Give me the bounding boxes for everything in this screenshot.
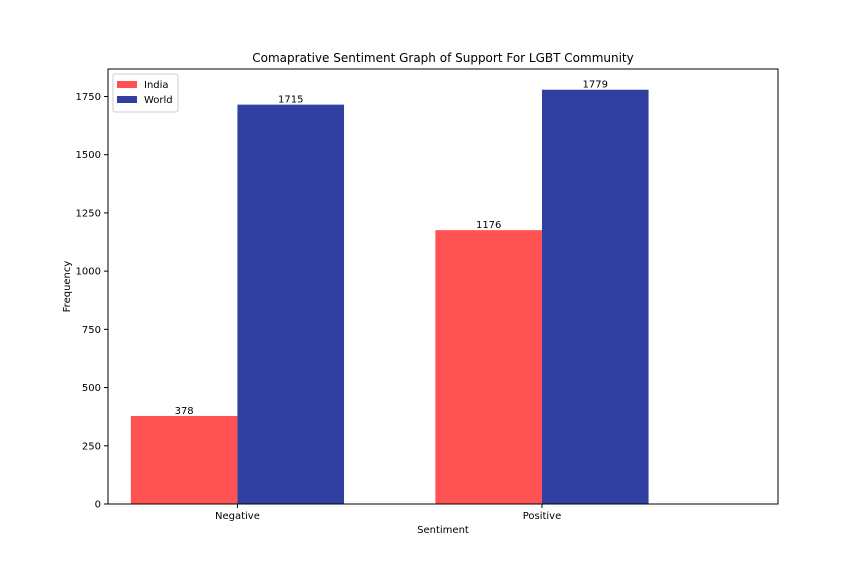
- plot-frame: [107, 68, 779, 505]
- bar-label-world-positive: 1779: [583, 80, 608, 91]
- x-axis-label: Sentiment: [417, 525, 469, 536]
- bar-india-negative: [130, 415, 238, 504]
- x-axis: Negative Positive: [215, 504, 561, 522]
- y-tick-label: 1750: [76, 92, 101, 103]
- bars: [130, 89, 649, 504]
- y-tick-label: 1500: [76, 150, 101, 161]
- bar-world-positive: [541, 89, 649, 504]
- y-tick-label: 1250: [76, 208, 101, 219]
- bar-labels: 378 1176 1715 1779: [175, 80, 608, 417]
- legend-label-world: World: [144, 95, 173, 106]
- bar-label-world-negative: 1715: [278, 95, 303, 106]
- bar-label-india-negative: 378: [175, 406, 194, 417]
- y-tick-label: 750: [82, 325, 101, 336]
- y-tick-label: 1000: [76, 267, 101, 278]
- legend: India World: [112, 73, 179, 113]
- y-tick-label: 250: [82, 441, 101, 452]
- bar-world-negative: [237, 104, 345, 504]
- legend-label-india: India: [144, 80, 169, 91]
- bar-label-india-positive: 1176: [476, 220, 501, 231]
- bar-india-positive: [435, 230, 542, 504]
- legend-swatch-india: [117, 81, 137, 88]
- legend-swatch-world: [117, 96, 137, 103]
- chart-title: Comaprative Sentiment Graph of Support F…: [252, 51, 633, 65]
- x-tick-label-positive: Positive: [523, 511, 562, 522]
- y-tick-label: 500: [82, 383, 101, 394]
- x-tick-label-negative: Negative: [215, 511, 260, 522]
- y-axis: 0 250 500 750 1000 1250 1500 1750: [76, 92, 108, 511]
- y-tick-label: 0: [95, 500, 101, 511]
- y-axis-label: Frequency: [62, 261, 73, 313]
